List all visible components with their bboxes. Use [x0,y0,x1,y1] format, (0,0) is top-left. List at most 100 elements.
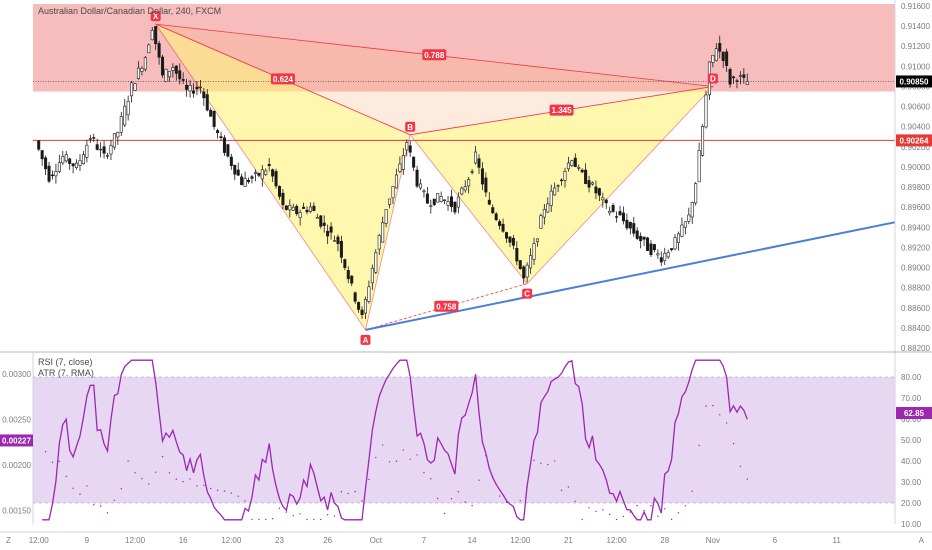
atr-dot [732,442,735,445]
candle [714,43,718,62]
candle [370,264,374,290]
candle-body [243,178,247,187]
candle-body [642,236,646,240]
candle [99,142,103,158]
atr-dot [471,504,473,507]
candle-body [405,142,409,151]
candle-body [487,199,491,205]
price-tick: 0.90000 [901,163,930,172]
candle-body [470,171,474,173]
candle-body [284,205,288,210]
candle-body [618,211,622,216]
atr-dot [141,477,143,480]
rsi-tick: 30.00 [901,478,922,487]
candle-body [646,237,650,251]
candle-body [398,163,402,172]
candle [240,173,244,186]
candle [566,156,570,172]
candle [222,135,226,156]
atr-dot [595,510,597,513]
candle-body [456,196,460,208]
rsi-last-tag: 62.85 [904,409,925,418]
candle [219,131,223,141]
candle-body [333,240,337,242]
candle-body [150,29,154,41]
candle [697,142,701,183]
candle [236,162,240,177]
candle [429,199,433,214]
candle-body [539,215,543,229]
candle-body [181,79,185,81]
rsi-band [33,377,895,503]
candle-body [295,205,299,215]
atr-dot [547,463,549,466]
candle-body [704,94,708,128]
candle [515,240,519,266]
candle [394,168,398,189]
atr-dot [615,518,618,521]
atr-dot [677,512,680,514]
candle [683,221,687,235]
candle-body [57,162,61,172]
candle [233,164,237,181]
last-price-tag: 0.90850 [900,77,929,86]
atr-dot [712,404,714,407]
candle [597,187,601,202]
candle-body [477,158,481,168]
atr-dot [698,444,700,447]
candle-body [676,233,680,243]
candle [408,141,412,157]
candle [480,162,484,191]
candle-body [136,67,140,79]
atr-dot [629,511,632,513]
candle [247,177,251,184]
candle-body [419,183,423,189]
candle-body [88,138,92,140]
candle [701,124,705,157]
atr-dot [574,500,576,503]
candle [130,80,134,103]
candle-body [584,169,588,185]
candle-body [429,205,433,207]
candle [339,235,343,263]
candle-body [625,219,629,229]
atr-dot [65,475,67,478]
candle-body [546,203,550,213]
candle [556,184,560,193]
candle-body [432,198,436,205]
candle [690,201,694,225]
point-badge [707,73,718,84]
point-badge [360,334,371,345]
candle [143,55,147,72]
candle [711,54,715,68]
candle [611,202,615,213]
ratio-badge [434,300,459,312]
candle-body [711,54,715,63]
candle-body [161,56,165,76]
candle-body [71,163,75,167]
candle-body [274,171,278,187]
candles [37,26,749,320]
candle [277,185,281,200]
candle [102,140,106,159]
candle-body [670,248,674,251]
candle [670,248,674,252]
candle [40,149,44,166]
candle [188,80,192,98]
atr-dot [134,472,136,474]
candle [718,35,722,59]
candle-body [484,177,488,193]
candle [742,68,746,84]
candle-body [566,162,570,170]
candle-body [302,206,306,209]
candle-body [112,133,116,148]
rsi-tick: 50.00 [901,436,922,445]
candle-body [322,222,326,226]
atr-dot [354,490,356,493]
candle [443,199,447,205]
atr-dot [402,449,405,451]
candle-body [174,65,178,74]
price-tick: 0.89800 [901,183,930,192]
atr-dot [684,505,687,507]
